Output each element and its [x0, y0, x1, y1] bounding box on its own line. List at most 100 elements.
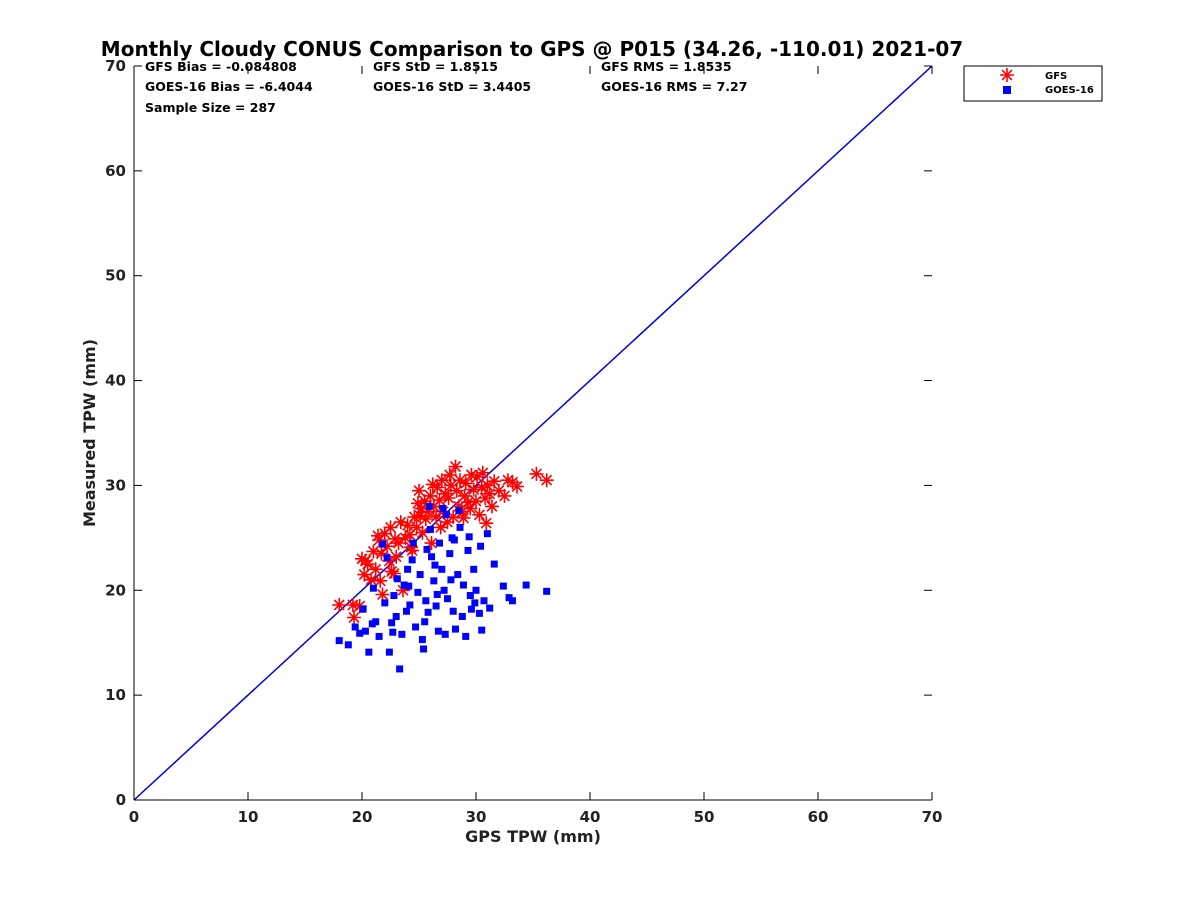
reference-line-layer	[133, 65, 933, 801]
gfs-point	[472, 507, 487, 522]
goes-16-point	[456, 523, 464, 531]
y-tick-label: 0	[116, 791, 126, 809]
goes-16-point	[351, 623, 359, 631]
goes-16-point	[432, 602, 440, 610]
gfs-point	[529, 466, 544, 481]
gfs-point	[426, 499, 441, 514]
y-tick-label: 70	[105, 57, 126, 75]
gfs-point	[500, 473, 515, 488]
goes-16-point	[446, 550, 454, 558]
goes-rms-stat: GOES-16 RMS = 7.27	[601, 79, 747, 94]
goes-16-point	[486, 604, 494, 612]
goes-16-point	[406, 601, 414, 609]
goes-16-point	[428, 553, 436, 561]
goes-16-point	[467, 605, 475, 613]
goes-16-point	[447, 576, 455, 584]
gfs-point	[433, 520, 448, 535]
gfs-point	[366, 544, 381, 559]
gfs-bias-stat: GFS Bias = -0.084808	[145, 59, 297, 74]
y-tick-label: 20	[105, 581, 126, 599]
gfs-point	[375, 587, 390, 602]
gfs-point	[487, 474, 502, 489]
gfs-point	[389, 549, 404, 564]
gfs-point	[474, 480, 489, 495]
goes-16-point	[356, 629, 364, 637]
gfs-point	[345, 598, 360, 612]
goes-16-point	[430, 577, 438, 585]
gfs-point	[332, 598, 347, 612]
gfs-point	[418, 512, 433, 526]
gfs-point	[456, 510, 471, 525]
goes-16-point	[475, 609, 483, 617]
goes-16-point	[439, 504, 447, 512]
goes-16-point	[477, 542, 485, 550]
goes-16-point	[543, 587, 551, 595]
legend-goes-marker	[1003, 86, 1011, 94]
gfs-point	[404, 540, 418, 555]
goes-16-point	[398, 630, 406, 638]
goes-16-point	[385, 648, 393, 656]
goes-16-point	[522, 581, 530, 589]
gfs-point	[400, 518, 415, 533]
goes-16-point	[393, 575, 401, 583]
gfs-point	[355, 551, 369, 566]
stats-block: GFS Bias = -0.084808 GFS StD = 1.8515 GF…	[145, 59, 747, 115]
y-tick-label: 50	[105, 267, 126, 285]
goes-16-point	[442, 511, 450, 519]
goes-16-point	[483, 530, 491, 538]
gfs-point	[497, 488, 512, 503]
gfs-point	[412, 483, 426, 498]
gfs-point	[407, 509, 422, 524]
y-axis-label: Measured TPW (mm)	[80, 339, 99, 527]
gfs-point	[396, 583, 410, 598]
goes-16-point	[412, 623, 420, 631]
y-tick-label: 10	[105, 686, 126, 704]
gfs-point	[357, 567, 372, 582]
goes-16-point	[335, 637, 343, 645]
gfs-point	[358, 553, 373, 568]
gfs-point	[464, 467, 479, 482]
goes-16-point	[434, 627, 442, 635]
gfs-point	[430, 480, 445, 495]
y-tick-label: 60	[105, 162, 126, 180]
goes-16-point	[431, 561, 439, 569]
axis-ticks-layer: 0 10 20 30 40 50 60 70 0 10 20 30 40 50 60 70	[105, 57, 942, 826]
goes-16-point	[426, 525, 434, 533]
goes-16-point	[470, 565, 478, 573]
gfs-point	[368, 562, 383, 577]
goes-16-point	[478, 626, 486, 634]
goes-16-point	[438, 565, 446, 573]
goes-std-stat: GOES-16 StD = 3.4405	[373, 79, 531, 94]
x-axis-label: GPS TPW (mm)	[465, 827, 601, 846]
goes-16-point	[433, 590, 441, 598]
goes-bias-stat: GOES-16 Bias = -6.4044	[145, 79, 313, 94]
goes-16-point	[471, 599, 479, 607]
gfs-point	[449, 483, 464, 498]
goes-16-point	[423, 545, 431, 553]
gfs-point	[469, 494, 483, 509]
gfs-point	[364, 572, 379, 587]
gfs-point	[510, 479, 524, 494]
gfs-point	[347, 610, 361, 625]
gfs-point	[457, 488, 472, 503]
goes-16-point	[459, 581, 467, 589]
goes-16-point	[390, 592, 398, 600]
gfs-point	[398, 530, 413, 545]
goes-16-point	[464, 546, 472, 554]
x-tick-label: 0	[129, 808, 139, 826]
goes-16-point	[344, 641, 352, 649]
gfs-point	[417, 494, 432, 509]
x-tick-label: 70	[922, 808, 943, 826]
goes-16-point	[424, 608, 432, 616]
x-tick-label: 50	[694, 808, 715, 826]
gfs-std-stat: GFS StD = 1.8515	[373, 59, 498, 74]
gfs-point	[415, 525, 430, 540]
goes-16-point	[436, 539, 444, 547]
gfs-point	[423, 488, 438, 503]
goes-16-point	[404, 565, 412, 573]
gfs-point	[388, 531, 403, 546]
gfs-point	[373, 573, 388, 588]
goes-16-point	[375, 632, 383, 640]
goes-16-point	[441, 630, 449, 638]
gfs-point	[425, 477, 440, 492]
